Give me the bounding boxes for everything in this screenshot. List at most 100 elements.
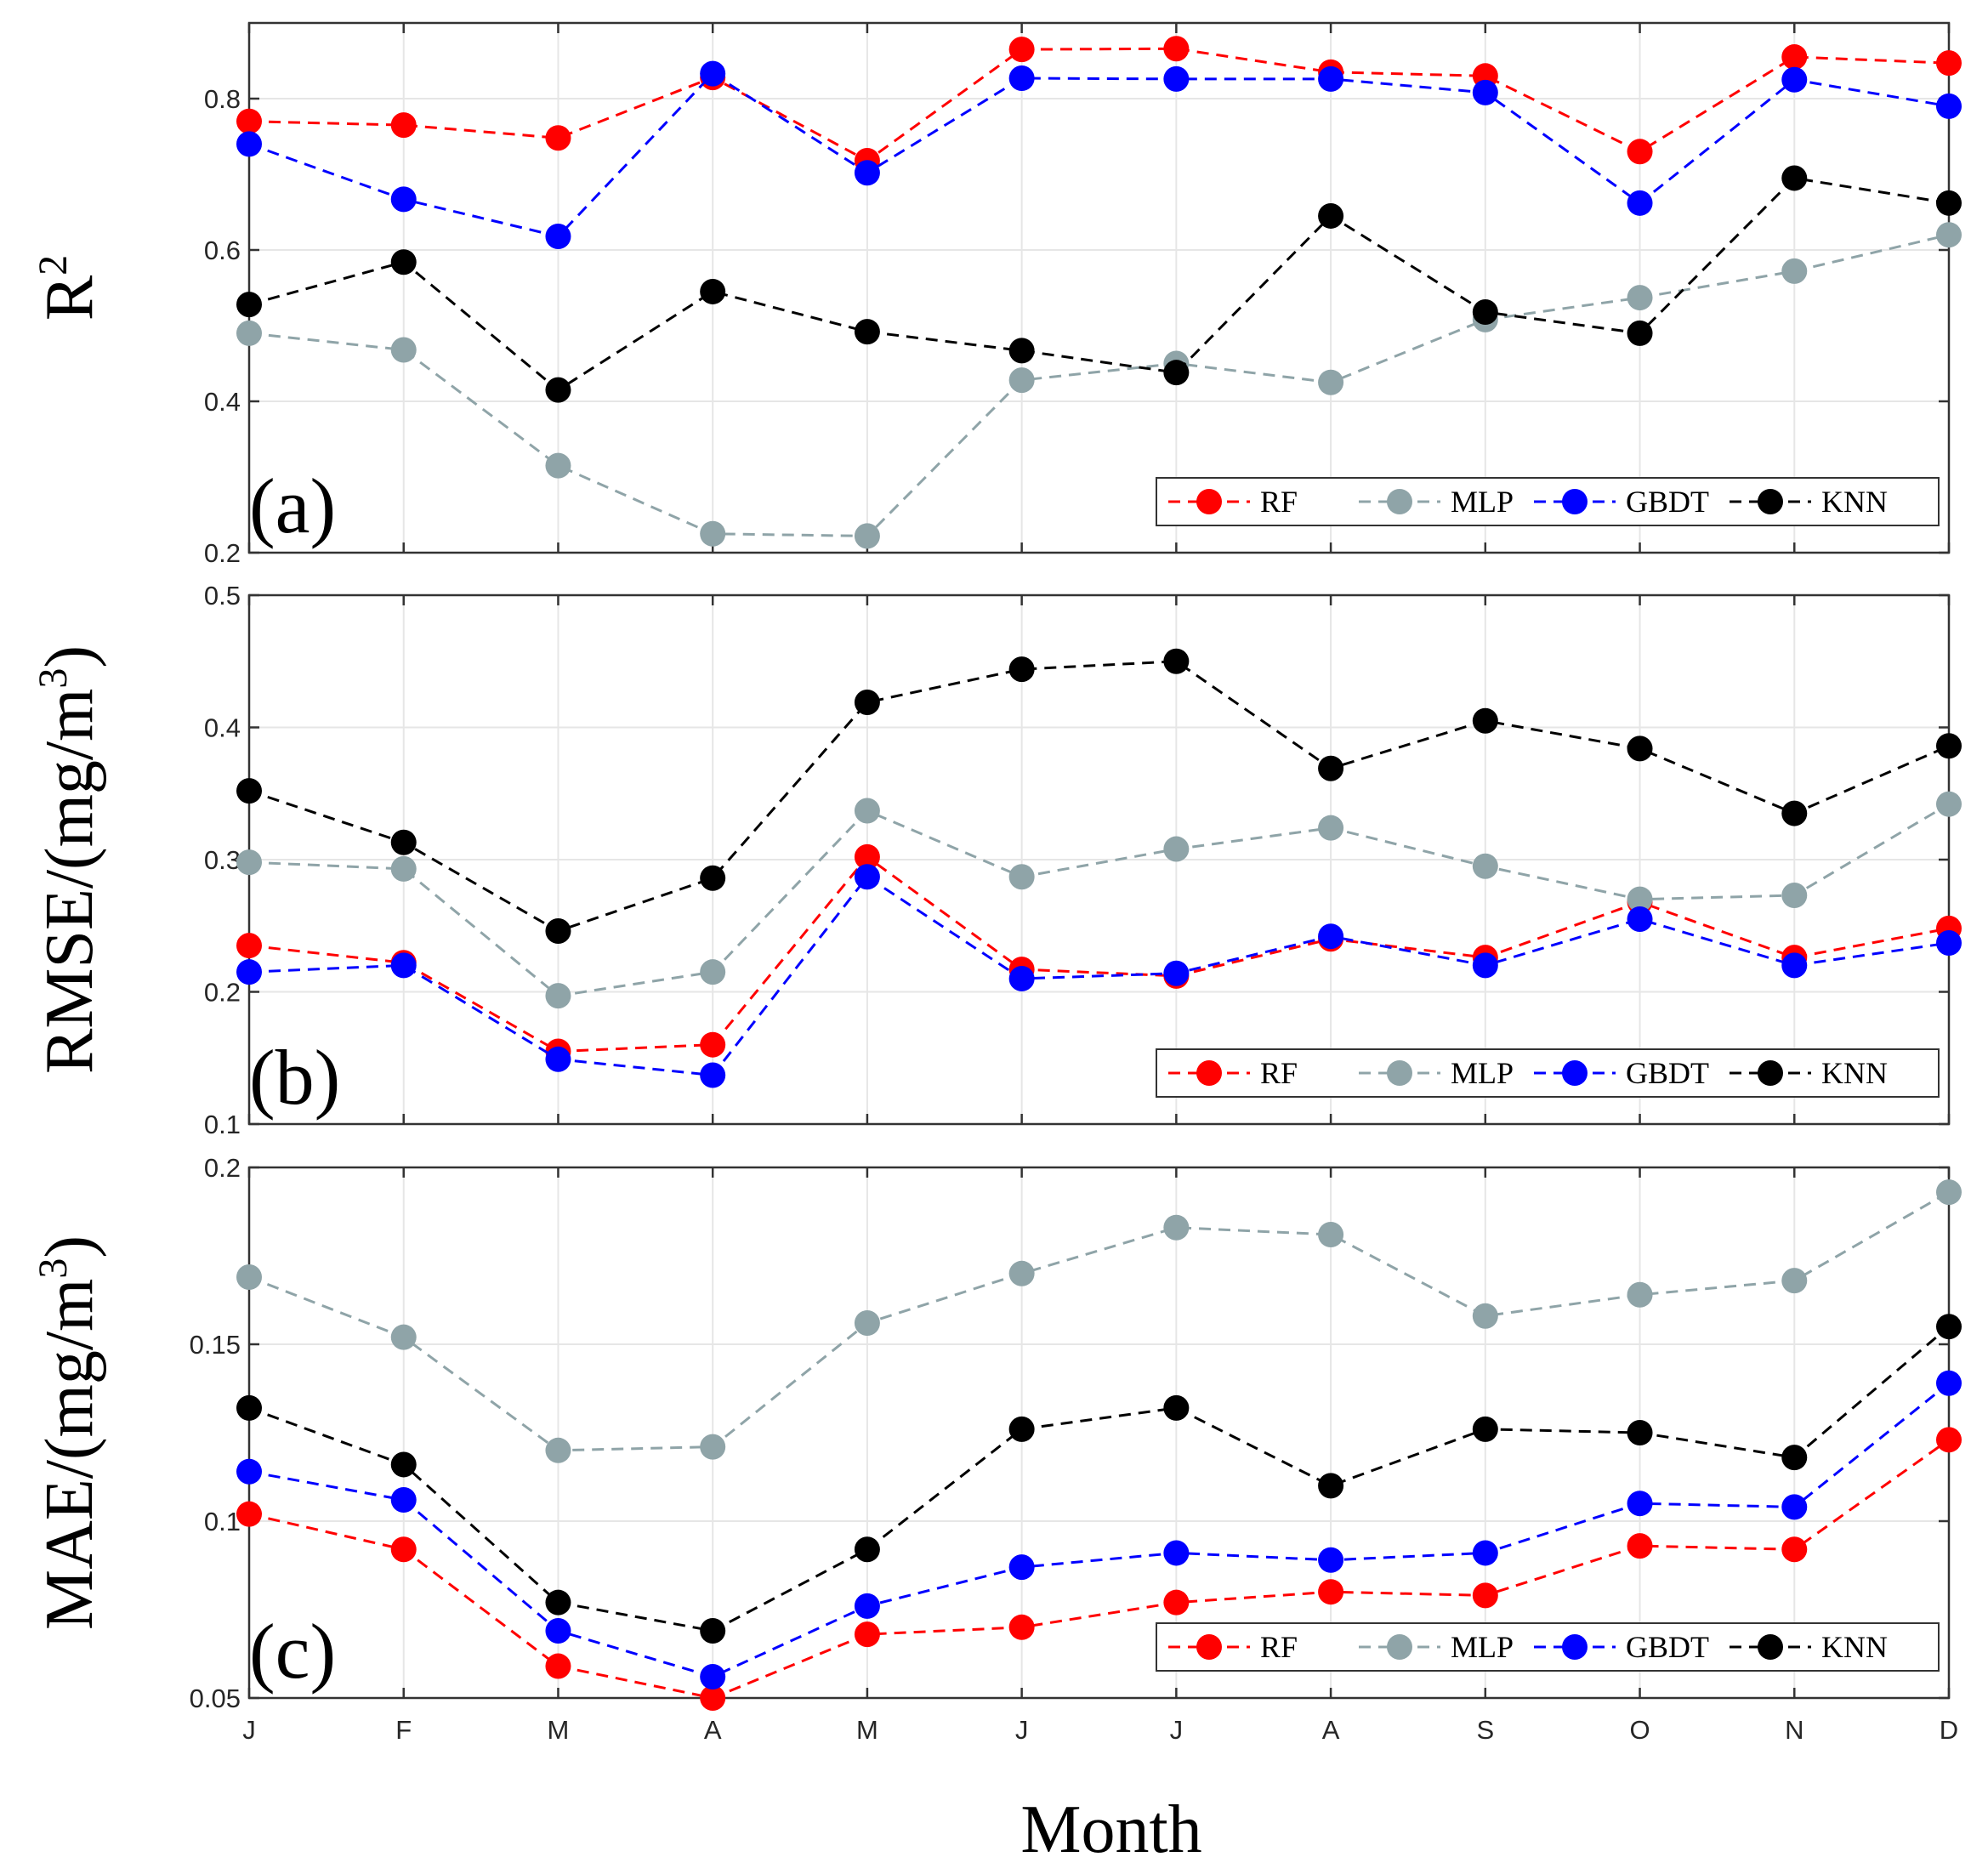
- series-line-rf: [248, 47, 1950, 162]
- y-axis-title-main: RMSE/(mg/m: [32, 689, 107, 1074]
- y-tick-label: 0.3: [204, 845, 241, 875]
- data-point-rf: [236, 108, 262, 134]
- y-tick-label: 0.5: [204, 581, 241, 610]
- data-point-knn: [390, 1451, 417, 1478]
- series-knn: [236, 648, 1962, 944]
- data-point-gbdt: [1163, 65, 1190, 92]
- data-point-mlp: [236, 849, 262, 876]
- y-axis-title-superscript: 3: [31, 1258, 76, 1279]
- data-point-knn: [1781, 165, 1808, 191]
- data-point-knn: [545, 377, 571, 403]
- data-point-rf: [854, 843, 880, 870]
- data-point-gbdt: [1163, 960, 1190, 986]
- data-point-gbdt: [1781, 952, 1808, 979]
- series-mlp: [236, 222, 1962, 549]
- axes-box: [247, 21, 1951, 554]
- x-tick-label: N: [1785, 1715, 1803, 1745]
- x-tick-label: M: [548, 1715, 570, 1745]
- series-gbdt: [236, 1370, 1962, 1690]
- legend-label-rf: RF: [1260, 485, 1298, 519]
- data-point-gbdt: [1318, 923, 1344, 950]
- data-point-mlp: [545, 983, 571, 1009]
- data-point-mlp: [390, 1324, 417, 1350]
- series-line-gbdt: [248, 1382, 1950, 1678]
- data-point-mlp: [1163, 836, 1190, 862]
- data-point-knn: [390, 829, 417, 855]
- x-tick-label: O: [1629, 1715, 1650, 1745]
- data-point-knn: [1781, 800, 1808, 826]
- data-point-knn: [1318, 202, 1344, 229]
- data-point-knn: [1472, 298, 1498, 325]
- data-point-rf: [236, 1501, 262, 1527]
- y-axis-title-superscript: 2: [31, 255, 76, 275]
- data-point-rf: [1936, 1427, 1962, 1453]
- series-gbdt: [236, 60, 1962, 249]
- data-point-rf: [700, 1685, 726, 1711]
- data-point-mlp: [1781, 882, 1808, 908]
- y-tick-label: 0.6: [204, 236, 241, 265]
- x-tick-label: S: [1476, 1715, 1494, 1745]
- data-point-mlp: [1627, 285, 1653, 311]
- data-point-gbdt: [390, 1487, 417, 1513]
- data-point-mlp: [1936, 222, 1962, 248]
- data-point-gbdt: [390, 952, 417, 979]
- data-point-mlp: [1008, 1260, 1035, 1286]
- x-tick-label: F: [395, 1715, 412, 1745]
- data-point-rf: [854, 1621, 880, 1648]
- x-tick-label: D: [1940, 1715, 1958, 1745]
- y-tick-label: 0.15: [190, 1330, 241, 1360]
- y-tick-label: 0.1: [204, 1110, 241, 1139]
- data-point-knn: [236, 1394, 262, 1421]
- legend-marker-knn: [1758, 1060, 1783, 1086]
- series-gbdt: [236, 864, 1962, 1088]
- chart-panel-1: 0.2 0.4 0.6 0.8 R2 (a) RF MLP GBDT KNN: [31, 21, 1962, 568]
- data-point-mlp: [1163, 1214, 1190, 1241]
- data-point-gbdt: [390, 186, 417, 213]
- legend-marker-gbdt: [1562, 489, 1588, 514]
- data-point-mlp: [1472, 853, 1498, 879]
- x-tick-label: J: [1170, 1715, 1184, 1745]
- data-point-mlp: [390, 337, 417, 363]
- data-point-gbdt: [1008, 1554, 1035, 1581]
- data-point-gbdt: [1936, 93, 1962, 119]
- data-point-gbdt: [1472, 1540, 1498, 1566]
- data-point-knn: [1008, 1416, 1035, 1442]
- data-point-knn: [854, 319, 880, 345]
- data-point-mlp: [1318, 369, 1344, 395]
- y-axis-title-main: MAE/(mg/m: [32, 1279, 107, 1630]
- data-point-mlp: [1627, 886, 1653, 912]
- data-point-gbdt: [1472, 79, 1498, 105]
- data-point-knn: [1318, 1473, 1344, 1499]
- x-tick-label: J: [242, 1715, 256, 1745]
- data-point-mlp: [236, 320, 262, 346]
- series-line-rf: [248, 855, 1950, 1053]
- data-point-knn: [1008, 656, 1035, 683]
- series-mlp: [236, 791, 1962, 1009]
- legend-label-mlp: MLP: [1451, 1630, 1514, 1664]
- legend-label-mlp: MLP: [1451, 1056, 1514, 1090]
- y-tick-label: 0.2: [204, 978, 241, 1008]
- data-point-mlp: [854, 1310, 880, 1337]
- y-tick-label: 0.4: [204, 387, 241, 417]
- data-point-gbdt: [545, 1617, 571, 1644]
- data-point-gbdt: [854, 160, 880, 186]
- data-point-mlp: [1318, 815, 1344, 841]
- data-point-gbdt: [1936, 1370, 1962, 1396]
- data-point-rf: [1163, 1589, 1190, 1616]
- plot-area: [249, 1167, 1949, 1698]
- series-line-gbdt: [248, 875, 1950, 1077]
- series-line-knn: [248, 1326, 1950, 1633]
- y-axis-title: RMSE/(mg/m3): [31, 645, 107, 1074]
- data-point-rf: [1627, 1533, 1653, 1559]
- data-point-gbdt: [700, 1664, 726, 1690]
- series-rf: [236, 36, 1962, 173]
- data-point-knn: [854, 1536, 880, 1563]
- legend-marker-mlp: [1387, 1060, 1412, 1086]
- panel-tag: (a): [249, 463, 336, 549]
- data-point-knn: [390, 249, 417, 275]
- legend-label-knn: KNN: [1821, 1056, 1888, 1090]
- data-point-knn: [1163, 360, 1190, 386]
- x-tick-label: J: [1015, 1715, 1029, 1745]
- series-line-mlp: [248, 233, 1950, 537]
